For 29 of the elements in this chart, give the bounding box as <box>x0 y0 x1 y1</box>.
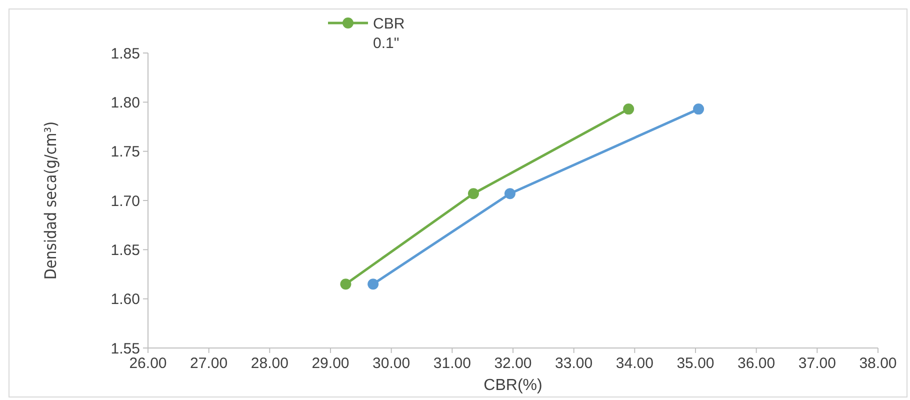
x-tick-label: 36.00 <box>738 355 776 372</box>
y-axis-title: Densidad seca(g/cm³) <box>41 121 60 280</box>
y-tick-label: 1.70 <box>110 192 140 210</box>
x-axis-title: CBR(%) <box>484 377 542 394</box>
y-tick-label: 1.55 <box>110 340 140 358</box>
x-tick-label: 30.00 <box>372 355 410 372</box>
point <box>468 188 479 200</box>
x-tick-label: 31.00 <box>433 355 471 372</box>
y-tick-label: 1.65 <box>110 242 140 259</box>
point <box>693 104 704 115</box>
point <box>340 278 352 290</box>
x-tick-label: 37.00 <box>798 355 836 372</box>
point <box>368 278 379 290</box>
y-tick-label: 1.75 <box>110 144 140 161</box>
point <box>623 104 634 115</box>
x-tick-label: 34.00 <box>616 355 654 372</box>
y-tick-label: 1.80 <box>110 94 140 112</box>
point <box>504 188 516 200</box>
x-tick-label: 35.00 <box>676 355 714 372</box>
x-tick-label: 38.00 <box>859 355 897 372</box>
legend-label: CBR 0.1" <box>373 15 405 52</box>
x-tick-label: 29.00 <box>312 355 350 372</box>
x-tick-label: 32.00 <box>494 355 532 372</box>
x-tick-label: 26.00 <box>129 355 167 372</box>
x-tick-label: 28.00 <box>250 355 288 372</box>
x-tick-label: 27.00 <box>190 355 228 372</box>
y-tick-label: 1.60 <box>110 291 140 308</box>
x-tick-label: 33.00 <box>555 355 593 372</box>
y-tick-label: 1.85 <box>110 45 140 62</box>
